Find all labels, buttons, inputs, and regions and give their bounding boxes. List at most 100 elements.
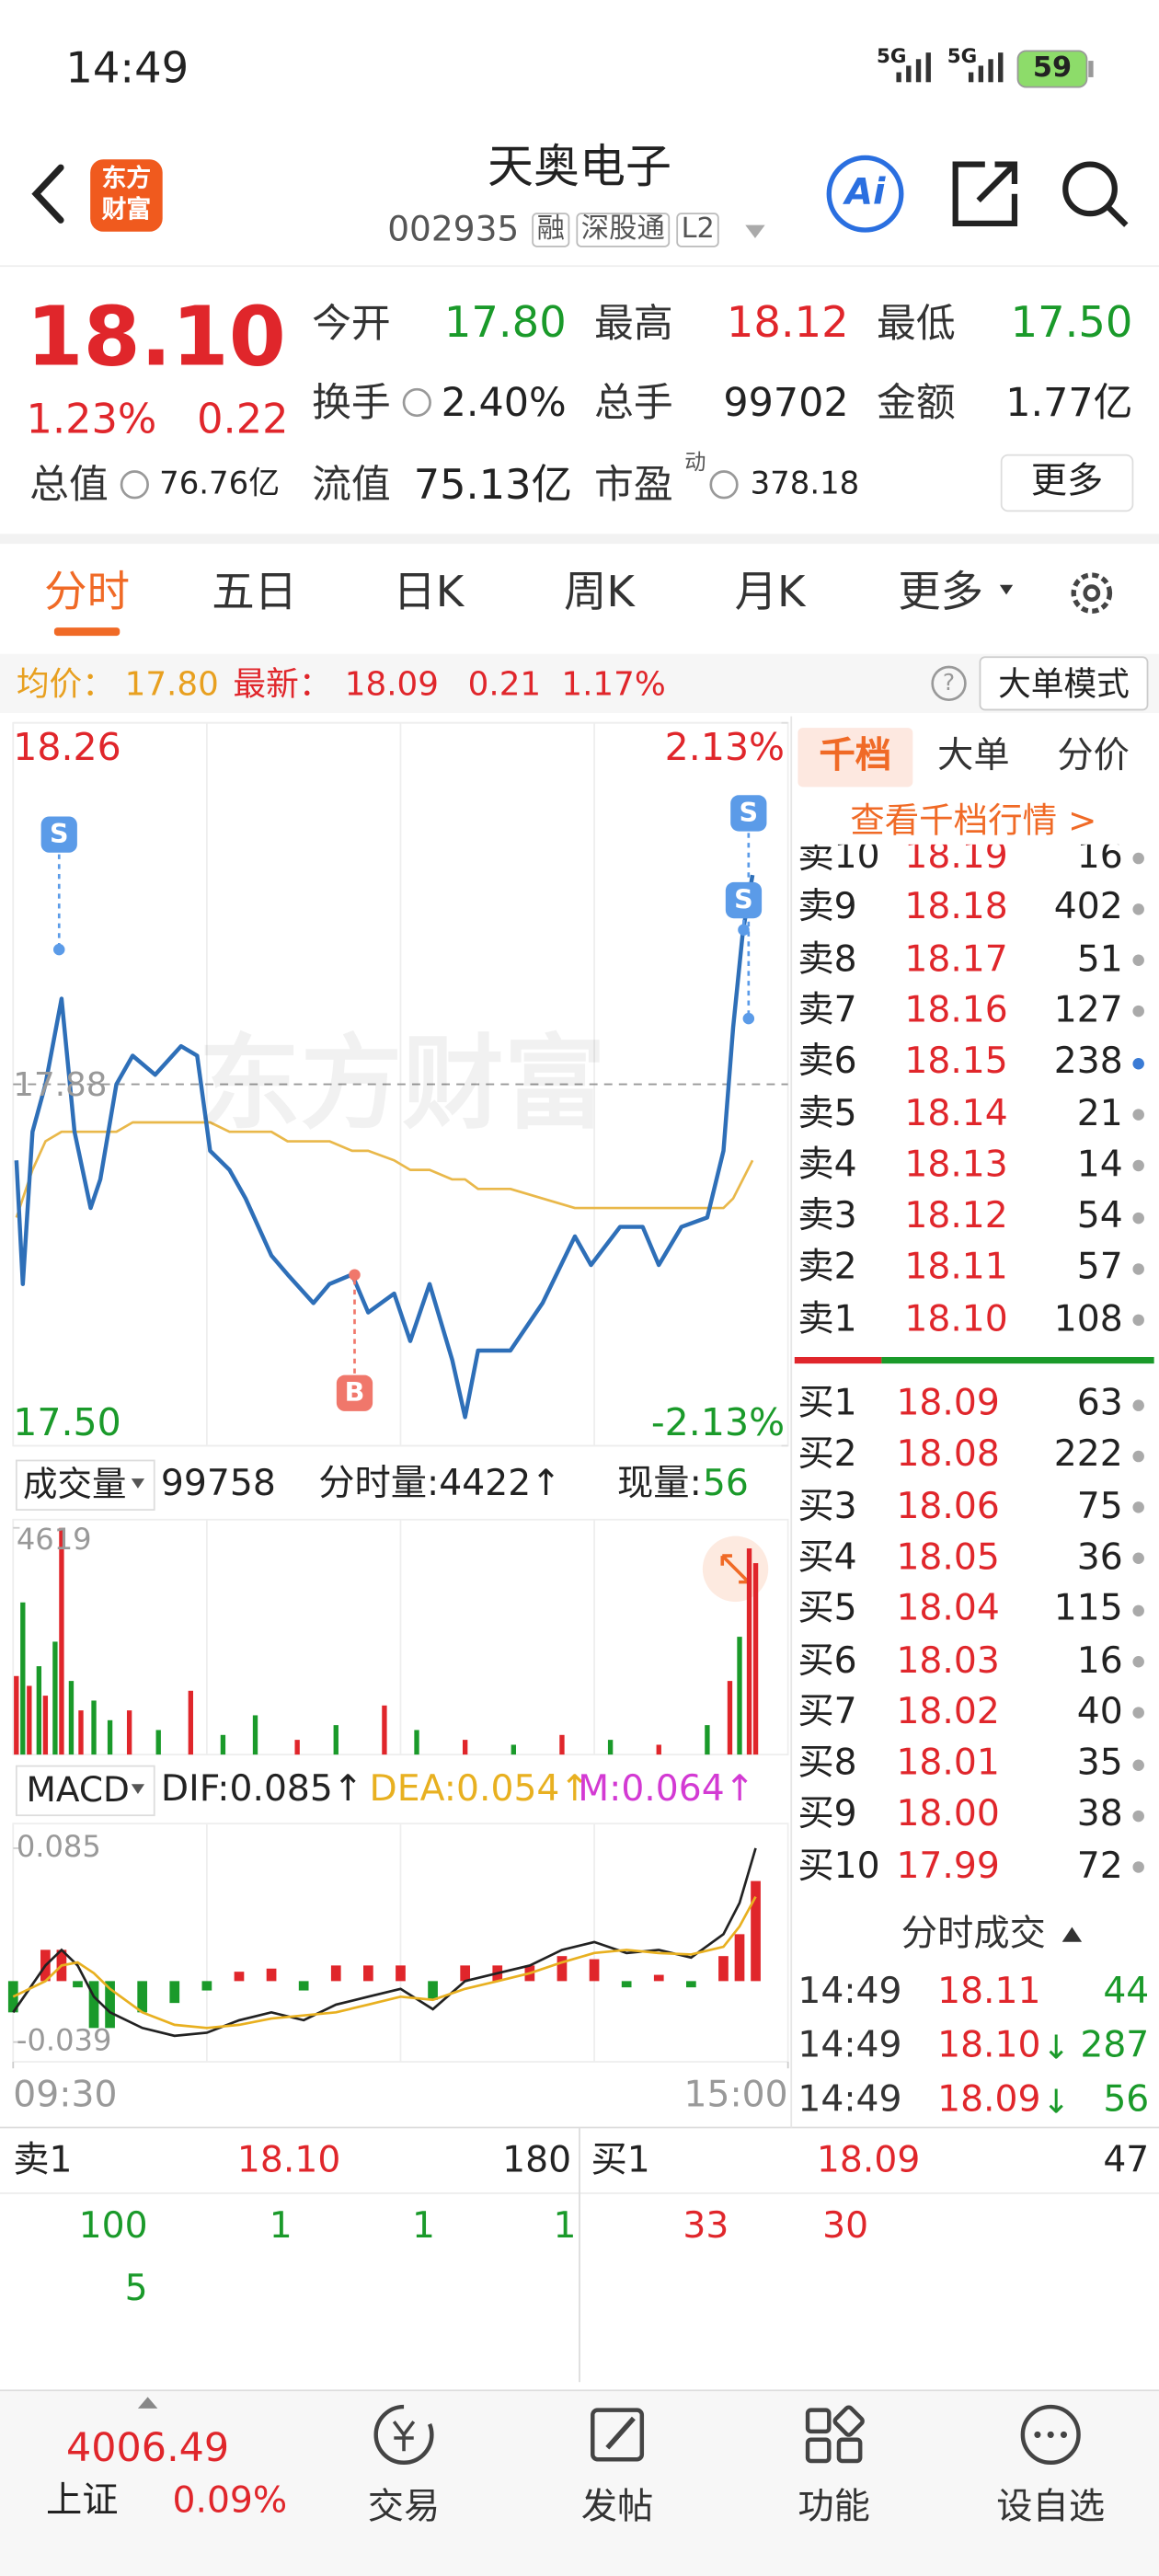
macd-bar — [589, 1959, 600, 1982]
dropdown-arrow[interactable] — [745, 224, 765, 238]
indicator-select[interactable] — [15, 1459, 155, 1511]
macd-bar — [73, 1981, 83, 1988]
marker-badge — [336, 1374, 373, 1411]
level-label: 买10 — [798, 1846, 880, 1888]
more-button-label[interactable]: 更多 — [1030, 461, 1104, 503]
collapse-arrow[interactable] — [137, 2397, 158, 2409]
field-superscript: 动 — [684, 451, 706, 476]
footer-tab[interactable]: 设自选 — [996, 2487, 1106, 2529]
queue-order: 100 — [78, 2206, 148, 2248]
marker-dot — [742, 1012, 755, 1025]
post-icon[interactable] — [591, 2408, 645, 2462]
level-volume: 75 — [1076, 1486, 1123, 1527]
level-label: 买4 — [798, 1537, 857, 1579]
settings-button[interactable] — [1071, 572, 1113, 614]
field-value: 99702 — [723, 379, 849, 426]
trade-volume: 287 — [1080, 2025, 1150, 2067]
index-value[interactable]: 4006.49 — [66, 2424, 230, 2471]
latest-label: 最新： — [233, 663, 332, 704]
info-icon — [709, 470, 739, 500]
separator — [0, 534, 1159, 545]
watchlist-icon — [1034, 2431, 1068, 2438]
indicator-name[interactable]: MACD — [26, 1770, 130, 1810]
ai-label[interactable]: Ai — [844, 172, 886, 214]
field-value: 75.13亿 — [413, 460, 573, 509]
trade-icon — [392, 2421, 416, 2452]
help-label[interactable]: ? — [942, 670, 956, 697]
latest-change: 0.21 — [467, 663, 542, 704]
macd-bar — [653, 1974, 664, 1982]
stock-name: 天奥电子 — [488, 139, 671, 194]
field-label: 最低 — [877, 300, 956, 347]
trade-time: 14:49 — [798, 1971, 902, 2013]
level-volume: 38 — [1076, 1794, 1123, 1836]
chart-tab[interactable]: 五日 — [212, 568, 298, 618]
chart-tab[interactable]: 月K — [734, 568, 806, 618]
marker-dot — [349, 1269, 361, 1281]
volume-bar — [91, 1700, 97, 1755]
mode-label[interactable]: 大单模式 — [998, 663, 1130, 704]
level-price: 18.10 — [904, 1298, 1008, 1340]
level-dot — [1131, 1810, 1144, 1823]
level-price: 18.02 — [896, 1691, 1000, 1733]
level-volume: 21 — [1076, 1093, 1123, 1135]
footer-bg — [0, 2390, 1159, 2576]
volume-bar — [20, 1602, 26, 1755]
mode-button[interactable] — [979, 656, 1149, 711]
footer-tab[interactable]: 发帖 — [580, 2487, 654, 2529]
volume-bar — [746, 1548, 752, 1755]
level-dot — [1131, 1398, 1144, 1411]
level-price: 18.15 — [904, 1041, 1008, 1084]
marker-badge — [40, 816, 77, 853]
level-dot — [1131, 1160, 1144, 1172]
indicator-select[interactable] — [15, 1765, 155, 1817]
dropdown-arrow[interactable] — [999, 584, 1014, 595]
volume-bar — [36, 1666, 42, 1755]
marker-badge — [725, 881, 763, 919]
stock-tag: L2 — [676, 213, 720, 247]
more-button[interactable] — [1000, 454, 1134, 512]
level-volume: 127 — [1053, 990, 1123, 1032]
footer-tab[interactable]: 功能 — [798, 2487, 870, 2529]
queue-order: 1 — [411, 2206, 435, 2248]
level-dot — [1131, 851, 1144, 864]
chart-tab[interactable]: 更多 — [898, 568, 984, 618]
side-price: 18.09 — [816, 2140, 921, 2182]
back-button[interactable] — [31, 164, 64, 224]
search-button[interactable] — [1062, 161, 1118, 217]
sort-arrow — [1061, 1926, 1083, 1942]
chart-tab[interactable]: 日K — [393, 568, 465, 618]
level-volume: 51 — [1076, 938, 1123, 981]
function-icon[interactable] — [805, 2405, 865, 2464]
post-icon — [605, 2416, 636, 2450]
trade-icon[interactable] — [373, 2404, 434, 2466]
level-volume: 402 — [1053, 887, 1123, 929]
level-label: 买6 — [798, 1640, 857, 1682]
chart-tab[interactable]: 周K — [563, 568, 635, 618]
help-button[interactable] — [931, 665, 967, 702]
book-tab[interactable]: 分价 — [1057, 735, 1130, 777]
level-dot — [1131, 1263, 1144, 1275]
macd-bar — [621, 1981, 632, 1988]
level-dot — [1131, 1314, 1144, 1327]
level-dot — [1131, 903, 1144, 915]
trade-marker: B — [344, 1376, 365, 1409]
volume-bar — [68, 1681, 75, 1755]
indicator-name[interactable]: 成交量 — [22, 1464, 127, 1504]
ai-button[interactable] — [826, 155, 904, 233]
field-value: 378.18 — [750, 466, 860, 502]
book-tab[interactable]: 千档 — [819, 735, 892, 777]
watchlist-icon[interactable] — [1020, 2404, 1081, 2466]
index-change: 0.09% — [172, 2480, 288, 2523]
book-tab[interactable]: 大单 — [937, 735, 1010, 777]
trade-time: 14:49 — [798, 2079, 902, 2122]
book-link[interactable]: 查看千档行情 > — [850, 800, 1097, 841]
share-button[interactable] — [952, 161, 1018, 226]
chart-tab[interactable]: 分时 — [44, 568, 131, 618]
footer-tab[interactable]: 交易 — [367, 2487, 441, 2529]
macd-bar — [557, 1956, 568, 1982]
macd-bar — [734, 1934, 745, 1982]
trades-title: 分时成交 — [901, 1914, 1046, 1955]
level-price: 18.17 — [904, 938, 1008, 981]
stock-tag: 深股通 — [576, 213, 671, 247]
